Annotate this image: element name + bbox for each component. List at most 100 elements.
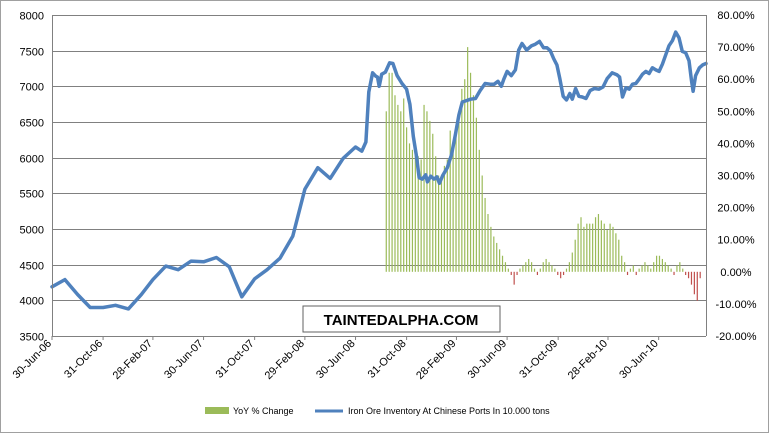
y-left-tick-label: 4500 xyxy=(20,261,44,273)
yoy-bar xyxy=(612,226,614,272)
legend: YoY % Change Iron Ore Inventory At Chine… xyxy=(205,406,550,416)
y-right-tick-label: 20.00% xyxy=(717,203,755,215)
yoy-bar xyxy=(388,72,390,272)
yoy-bar xyxy=(629,268,632,272)
yoy-bar xyxy=(400,111,402,272)
yoy-bar xyxy=(458,111,460,272)
yoy-bar xyxy=(670,268,672,272)
yoy-bar xyxy=(560,271,562,279)
y-right-tick-label: 70.00% xyxy=(717,42,755,54)
yoy-bar xyxy=(533,268,536,272)
yoy-bar xyxy=(557,271,559,276)
yoy-bar xyxy=(423,104,425,272)
yoy-bar xyxy=(507,268,509,272)
yoy-bar xyxy=(650,268,652,272)
y-left-tick-label: 6500 xyxy=(20,118,44,130)
yoy-bar xyxy=(589,223,591,272)
yoy-bar xyxy=(653,262,655,272)
yoy-bar xyxy=(411,149,414,272)
yoy-bar xyxy=(496,242,498,272)
yoy-bar xyxy=(638,268,640,272)
yoy-bar xyxy=(469,72,472,272)
yoy-bar xyxy=(403,98,405,272)
yoy-bar xyxy=(446,159,448,272)
yoy-bar xyxy=(513,271,515,285)
yoy-bar xyxy=(574,239,576,272)
y-left-tick-label: 8000 xyxy=(20,11,44,23)
yoy-bars xyxy=(385,47,701,301)
yoy-bar xyxy=(682,268,684,272)
yoy-bar xyxy=(490,226,492,272)
yoy-bar xyxy=(592,223,594,272)
yoy-bar xyxy=(600,220,602,272)
yoy-bar xyxy=(449,130,451,272)
yoy-bar xyxy=(385,111,387,272)
yoy-bar xyxy=(464,79,466,272)
yoy-bar xyxy=(594,217,597,272)
yoy-bar xyxy=(536,271,539,276)
yoy-bar xyxy=(504,262,507,272)
yoy-bar xyxy=(408,143,411,272)
yoy-bar xyxy=(624,262,626,272)
y-left-tick-label: 5000 xyxy=(20,225,44,237)
yoy-bar xyxy=(571,252,573,272)
yoy-bar xyxy=(519,268,521,272)
watermark-logo: TAINTEDALPHA.COM xyxy=(302,305,501,333)
yoy-bar xyxy=(664,262,666,272)
yoy-bar xyxy=(542,262,544,272)
yoy-bar xyxy=(501,255,504,272)
yoy-bar xyxy=(475,117,477,272)
yoy-bar xyxy=(432,133,434,272)
inventory-line-layer xyxy=(50,30,708,311)
yoy-bar xyxy=(461,88,463,272)
yoy-bar xyxy=(696,271,698,301)
yoy-bar xyxy=(597,214,600,272)
yoy-bar xyxy=(565,268,568,272)
yoy-bar xyxy=(699,271,701,279)
yoy-bar xyxy=(420,159,422,272)
yoy-bar xyxy=(417,156,419,272)
y-right-tick-label: 10.00% xyxy=(717,235,755,247)
yoy-bar xyxy=(440,175,443,272)
yoy-bar xyxy=(685,271,687,276)
yoy-bar xyxy=(580,217,582,272)
yoy-bar xyxy=(632,265,634,272)
yoy-bar xyxy=(621,255,623,272)
yoy-bar xyxy=(586,223,588,272)
yoy-bar xyxy=(528,258,530,272)
y-left-tick-label: 3500 xyxy=(20,332,44,344)
yoy-bar xyxy=(394,95,396,272)
yoy-bar xyxy=(397,104,399,272)
watermark-frame xyxy=(302,305,501,333)
yoy-bar xyxy=(510,271,512,276)
yoy-bar xyxy=(406,127,408,272)
yoy-bar xyxy=(443,165,445,272)
y-left-tick-label: 7500 xyxy=(20,47,44,59)
legend-swatch-yoy xyxy=(205,407,229,414)
y-right-tick-label: 80.00% xyxy=(717,10,755,22)
y-right-tick-label: 60.00% xyxy=(717,74,755,86)
yoy-bar xyxy=(562,271,565,276)
y-left-tick-label: 7000 xyxy=(20,82,44,94)
yoy-bar xyxy=(687,271,690,279)
yoy-bar xyxy=(414,153,416,272)
yoy-bar xyxy=(603,223,605,272)
yoy-bar xyxy=(493,236,495,272)
inventory-line xyxy=(50,30,708,311)
yoy-bar xyxy=(487,214,489,272)
y-right-tick-label: 50.00% xyxy=(717,106,755,118)
yoy-bar xyxy=(606,230,608,272)
yoy-bar xyxy=(647,265,649,272)
watermark-text: TAINTEDALPHA.COM xyxy=(324,312,479,329)
yoy-bar xyxy=(661,258,663,272)
yoy-bar xyxy=(673,271,675,276)
yoy-bar xyxy=(437,175,440,272)
yoy-bar xyxy=(455,127,457,272)
yoy-bar xyxy=(467,47,469,272)
yoy-bar xyxy=(499,249,501,272)
y-right-tick-label: -20.00% xyxy=(716,331,757,343)
yoy-bar xyxy=(609,223,611,272)
yoy-bar xyxy=(516,271,518,276)
y-right-tick-label: -10.00% xyxy=(716,299,757,311)
yoy-bar xyxy=(435,156,437,272)
